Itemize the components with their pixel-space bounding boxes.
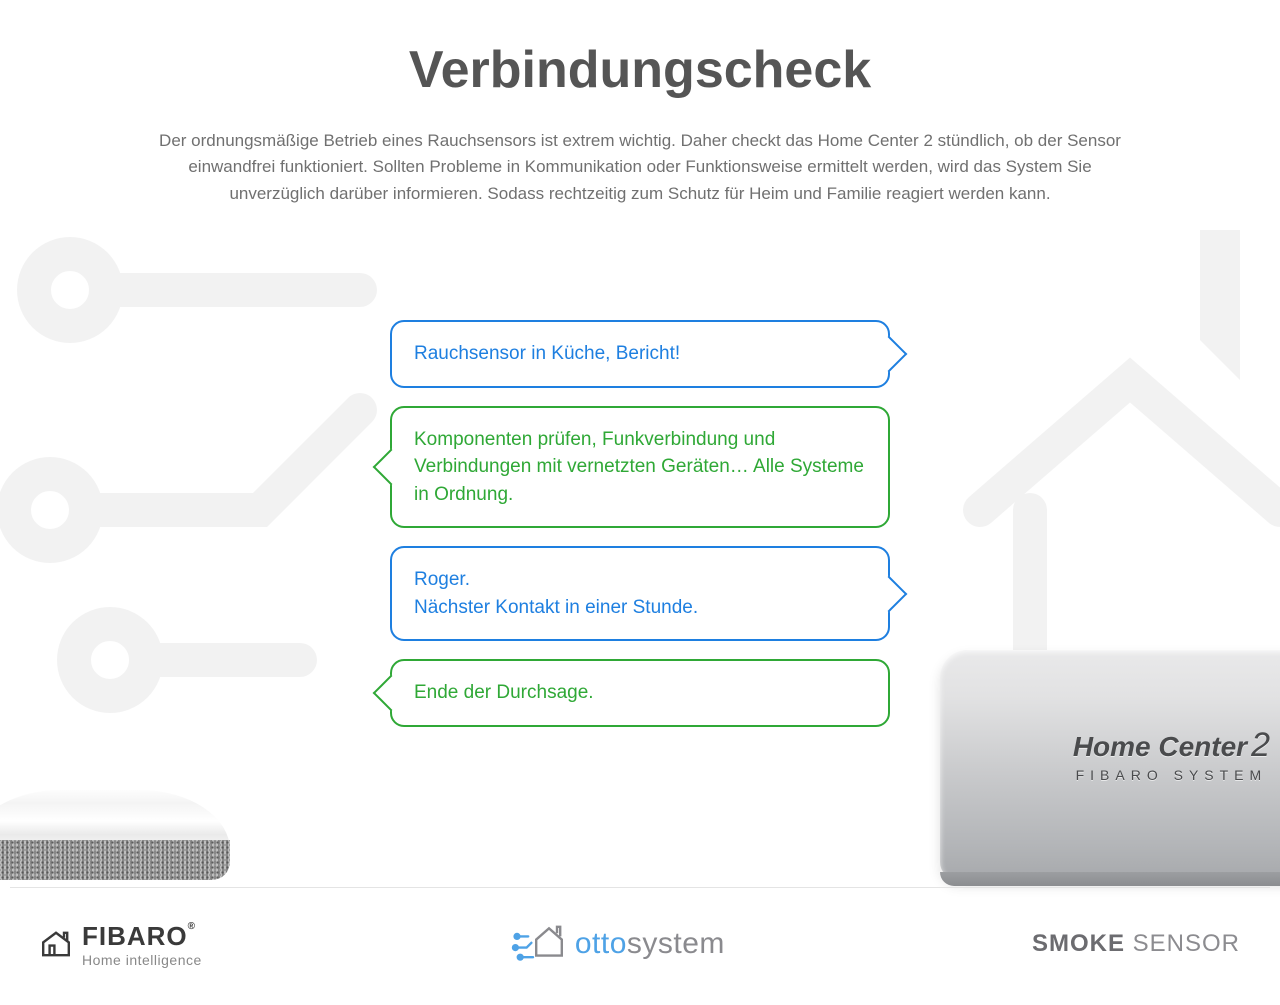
hub-title: Home Center <box>1073 731 1247 762</box>
page-description: Der ordnungsmäßige Betrieb eines Rauchse… <box>150 128 1130 207</box>
fibaro-logo: FIBARO® Home intelligence <box>40 921 202 968</box>
chat-bubble-sensor: Komponenten prüfen, Funkverbindung und V… <box>390 406 890 529</box>
hub-label: Home Center2 FIBARO SYSTEM <box>1073 728 1270 782</box>
chat-area: Rauchsensor in Küche, Bericht! Komponent… <box>390 320 890 727</box>
fibaro-brand: FIBARO <box>82 921 188 951</box>
chat-text: Roger. Nächster Kontakt in einer Stunde. <box>414 569 698 618</box>
smoke-text-part1: SMOKE <box>1032 930 1125 957</box>
chat-text: Ende der Durchsage. <box>414 682 594 703</box>
page-title: Verbindungscheck <box>0 40 1280 100</box>
otto-text-part2: system <box>627 927 725 960</box>
fibaro-mark-icon <box>40 931 72 957</box>
chat-bubble-hub: Roger. Nächster Kontakt in einer Stunde. <box>390 546 890 641</box>
smoke-text-part2: SENSOR <box>1125 930 1240 957</box>
device-home-center: Home Center2 FIBARO SYSTEM <box>940 650 1280 880</box>
footer: FIBARO® Home intelligence <box>0 888 1280 1000</box>
device-smoke-sensor <box>0 760 230 880</box>
chat-text: Rauchsensor in Küche, Bericht! <box>414 343 680 364</box>
chat-bubble-sensor: Ende der Durchsage. <box>390 659 890 727</box>
smoke-sensor-logo: SMOKE SENSOR <box>1032 930 1240 958</box>
chat-text: Komponenten prüfen, Funkverbindung und V… <box>414 429 864 505</box>
hub-model: 2 <box>1251 726 1270 764</box>
chat-bubble-hub: Rauchsensor in Küche, Bericht! <box>390 320 890 388</box>
hub-subtitle: FIBARO SYSTEM <box>1073 768 1270 782</box>
otto-text-part1: otto <box>575 927 627 960</box>
